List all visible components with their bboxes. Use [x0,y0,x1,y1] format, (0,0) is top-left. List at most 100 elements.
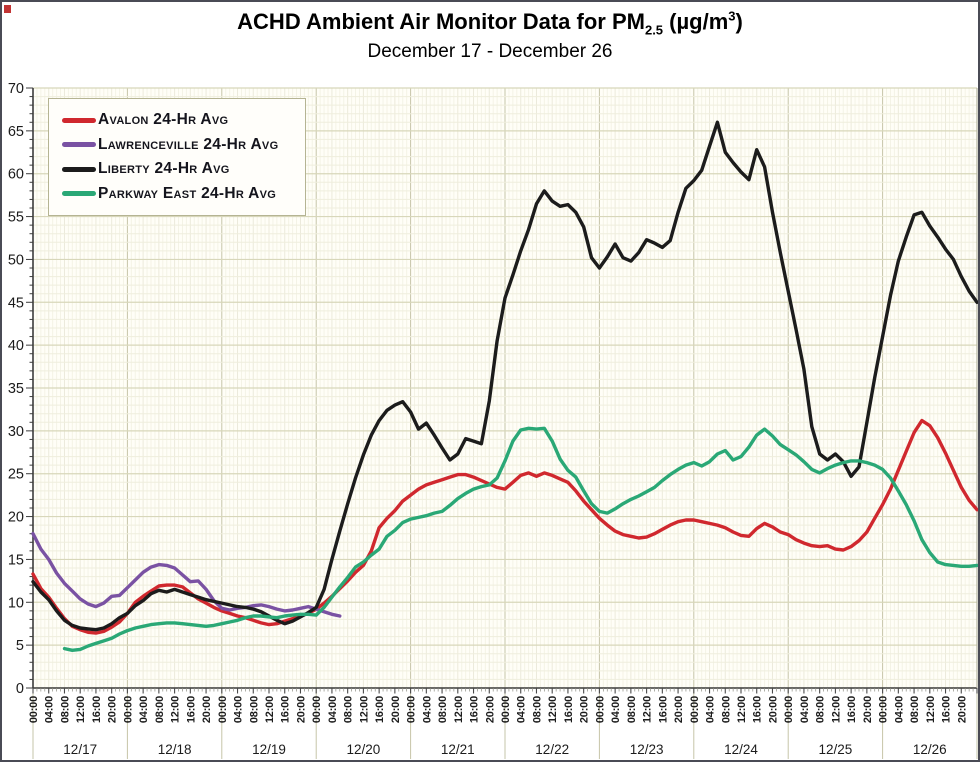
time-label-12/23-04:00: 04:00 [610,696,622,723]
y-ticks: 0 5 10 15 20 25 30 35 40 45 50 55 60 65 70 [8,81,33,697]
series-line-liberty-24-hr-avg [31,120,978,632]
title-text: ACHD Ambient Air Monitor Data for PM [237,9,645,34]
time-label-12/26-08:00: 08:00 [909,696,921,723]
title-superscript: 3 [728,8,736,24]
time-label-12/18-00:00: 00:00 [122,696,134,723]
time-label-12/18-04:00: 04:00 [138,696,150,723]
day-label-12/19: 12/19 [252,742,286,757]
time-label-12/24-08:00: 08:00 [720,696,732,723]
series-line-parkway-east-24-hr-avg [62,426,978,652]
time-label-12/20-20:00: 20:00 [390,696,402,723]
corner-artifact [4,5,11,13]
time-label-12/19-20:00: 20:00 [295,696,307,723]
time-label-12/24-00:00: 00:00 [689,696,701,723]
y-axis-label: 25 [8,467,24,483]
time-label-12/26-04:00: 04:00 [893,696,905,723]
time-label-12/18-08:00: 08:00 [154,696,166,723]
day-label-12/17: 12/17 [63,742,97,757]
legend-item: Parkway East 24-Hr Avg [62,182,295,207]
time-label-12/17-00:00: 00:00 [28,696,40,723]
time-label-12/26-20:00: 20:00 [956,696,968,723]
time-label-12/18-20:00: 20:00 [201,696,213,723]
time-label-12/22-08:00: 08:00 [531,696,543,723]
y-axis-label: 5 [16,638,24,654]
time-label-12/19-00:00: 00:00 [217,696,229,723]
legend-item: Liberty 24-Hr Avg [62,157,295,182]
legend-swatch [62,166,96,172]
x-time-labels: 00:00 04:00 08:00 12:00 16:00 20:0012/1700:00… [28,696,968,757]
day-label-12/25: 12/25 [819,742,853,757]
title-block: ACHD Ambient Air Monitor Data for PM2.5 … [2,8,978,63]
day-label-12/22: 12/22 [535,742,569,757]
series-line-lawrenceville-24-hr-avg [31,532,342,618]
time-label-12/25-16:00: 16:00 [846,696,858,723]
legend-label: Parkway East 24-Hr Avg [98,184,277,202]
title-subscript: 2.5 [644,22,664,38]
y-axis-label: 55 [8,210,24,226]
series-lines [31,120,978,652]
time-label-12/20-08:00: 08:00 [343,696,355,723]
time-label-12/25-20:00: 20:00 [862,696,874,723]
time-label-12/24-16:00: 16:00 [752,696,764,723]
y-axis-label: 65 [8,124,24,140]
time-label-12/17-20:00: 20:00 [107,696,119,723]
title-unit-close: ) [735,9,743,34]
time-label-12/22-00:00: 00:00 [500,696,512,723]
time-label-12/25-04:00: 04:00 [799,696,811,723]
legend-swatch [62,117,96,123]
day-label-12/26: 12/26 [913,742,947,757]
time-label-12/23-08:00: 08:00 [626,696,638,723]
time-label-12/26-12:00: 12:00 [925,696,937,723]
time-label-12/18-12:00: 12:00 [170,696,182,723]
y-axis-label: 45 [8,295,24,311]
time-label-12/21-00:00: 00:00 [406,696,418,723]
time-label-12/22-12:00: 12:00 [547,696,559,723]
day-label-12/18: 12/18 [158,742,192,757]
y-axis-label: 35 [8,381,24,397]
y-axis-label: 15 [8,552,24,568]
time-label-12/26-00:00: 00:00 [878,696,890,723]
time-label-12/24-04:00: 04:00 [705,696,717,723]
time-label-12/20-12:00: 12:00 [358,696,370,723]
day-label-12/24: 12/24 [724,742,758,757]
time-label-12/23-16:00: 16:00 [657,696,669,723]
legend-item: Avalon 24-Hr Avg [62,108,295,133]
time-label-12/19-16:00: 16:00 [280,696,292,723]
legend-swatch [62,191,96,197]
legend-label: Avalon 24-Hr Avg [98,111,229,129]
time-label-12/20-00:00: 00:00 [311,696,323,723]
chart-legend: Avalon 24-Hr Avg Lawrenceville 24-Hr Avg L… [48,98,306,216]
x-ticks [32,688,978,694]
time-label-12/19-04:00: 04:00 [233,696,245,723]
time-label-12/19-08:00: 08:00 [248,696,260,723]
time-label-12/17-04:00: 04:00 [44,696,56,723]
time-label-12/21-12:00: 12:00 [453,696,465,723]
legend-label: Lawrenceville 24-Hr Avg [98,135,279,153]
time-label-12/25-08:00: 08:00 [815,696,827,723]
legend-label: Liberty 24-Hr Avg [98,160,230,178]
time-label-12/17-16:00: 16:00 [91,696,103,723]
chart-subtitle: December 17 - December 26 [367,40,613,62]
day-label-12/23: 12/23 [630,742,664,757]
time-label-12/21-16:00: 16:00 [469,696,481,723]
time-label-12/22-20:00: 20:00 [579,696,591,723]
legend-item: Lawrenceville 24-Hr Avg [62,133,295,158]
time-label-12/22-04:00: 04:00 [516,696,528,723]
y-axis-label: 70 [8,81,24,97]
y-axis-label: 30 [8,424,24,440]
time-label-12/20-04:00: 04:00 [327,696,339,723]
time-label-12/22-16:00: 16:00 [563,696,575,723]
y-axis-label: 50 [8,252,24,268]
time-label-12/18-16:00: 16:00 [185,696,197,723]
day-label-12/20: 12/20 [347,742,381,757]
time-label-12/21-04:00: 04:00 [421,696,433,723]
time-label-12/23-12:00: 12:00 [642,696,654,723]
time-label-12/25-12:00: 12:00 [830,696,842,723]
time-label-12/20-16:00: 16:00 [374,696,386,723]
time-label-12/23-00:00: 00:00 [594,696,606,723]
y-axis-label: 60 [8,167,24,183]
time-label-12/19-12:00: 12:00 [264,696,276,723]
time-label-12/21-08:00: 08:00 [437,696,449,723]
time-label-12/17-12:00: 12:00 [75,696,87,723]
